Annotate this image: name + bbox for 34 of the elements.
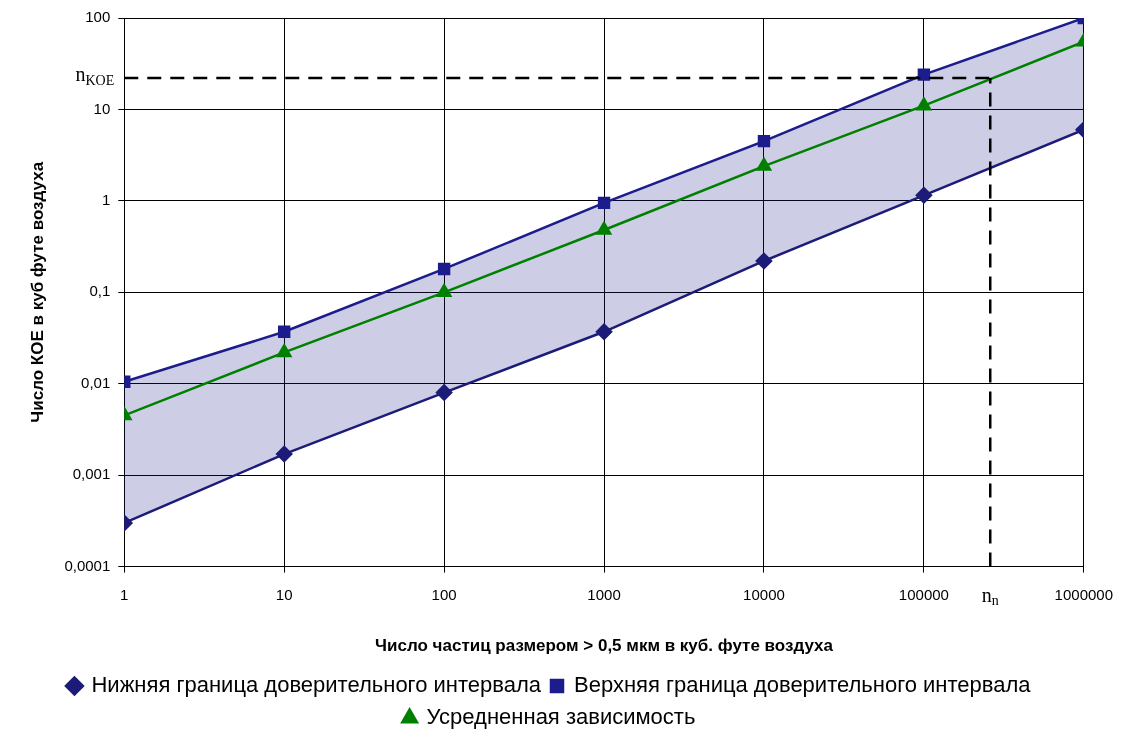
x-tick-label: 100000 <box>898 585 949 603</box>
point <box>597 196 611 210</box>
x-tick-label: 100 <box>431 585 457 603</box>
point <box>435 384 453 401</box>
point <box>757 134 771 148</box>
x-axis-title: Число частиц размером > 0,5 мкм в куб. футе воздуха <box>375 636 834 656</box>
y-tick-label: 0,01 <box>81 373 111 391</box>
point <box>916 97 932 111</box>
point <box>755 252 773 270</box>
point <box>596 221 612 235</box>
x-tick-label: 10000 <box>743 585 785 603</box>
x-tick-label: 1000000 <box>1054 585 1114 603</box>
y-axis-title: Число КОЕ в куб футе воздуха <box>27 161 47 423</box>
x-tick-label: 10 <box>275 585 293 603</box>
point <box>436 284 452 298</box>
point <box>917 68 931 81</box>
point <box>756 157 772 171</box>
legend-label: Усредненная зависимость <box>426 704 696 730</box>
point <box>595 323 613 341</box>
y-tick-label: 100 <box>85 8 111 26</box>
y-tick-label: 0,0001 <box>64 556 111 574</box>
y-tick-label: 1 <box>101 191 111 209</box>
x-tick-label: 1000 <box>587 585 621 603</box>
y-tick-label: 0,001 <box>72 465 111 483</box>
point <box>915 187 933 204</box>
y-tick-label: 0,1 <box>89 282 111 300</box>
x-tick-label: 1 <box>120 585 129 603</box>
point <box>276 344 292 358</box>
point <box>437 262 451 276</box>
legend-label: Верхняя граница доверительного интервала <box>574 672 1032 698</box>
y-tick-label: 10 <box>93 99 111 117</box>
point <box>278 325 291 338</box>
point <box>275 445 293 463</box>
legend-label: Нижняя граница доверительного интервала <box>91 672 542 698</box>
